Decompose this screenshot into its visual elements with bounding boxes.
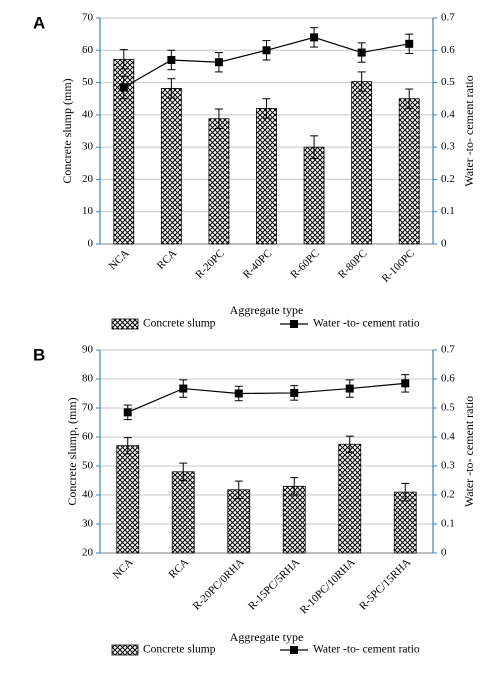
category-label: NCA bbox=[111, 556, 136, 581]
wc-ratio-point bbox=[345, 384, 354, 393]
right-tick-label: 0.2 bbox=[441, 173, 455, 185]
left-tick-label: 20 bbox=[82, 173, 94, 185]
legend: Concrete slump Water -to- cement ratio bbox=[111, 318, 420, 330]
left-tick-label: 50 bbox=[82, 76, 94, 88]
left-tick-label: 70 bbox=[82, 12, 94, 24]
bar-nca bbox=[116, 445, 140, 554]
chart-panel-a: A 0 10 20 30 40 50 60 70 0 0.1 0.2 0.3 0.4 0.5 0.6 0.7 NC… bbox=[33, 12, 476, 330]
category-label: NCA bbox=[107, 247, 132, 272]
y-axis-title: Concrete slump (mm) bbox=[60, 78, 74, 183]
category-label: R-60PC bbox=[288, 247, 322, 281]
left-tick-label: 0 bbox=[88, 238, 94, 250]
wc-ratio-point bbox=[290, 388, 299, 397]
right-tick-label: 0.7 bbox=[441, 344, 455, 356]
category-label: R-80PC bbox=[336, 247, 370, 281]
wc-ratio-line bbox=[127, 382, 406, 413]
category-label: R-20PC/0RHA bbox=[191, 556, 247, 612]
panel-letter: A bbox=[33, 13, 45, 32]
legend-swatch-slump bbox=[111, 318, 139, 330]
right-tick-label: 0.2 bbox=[441, 489, 455, 501]
category-label: R-20PC bbox=[193, 247, 227, 281]
right-tick-label: 0.3 bbox=[441, 460, 455, 472]
right-tick-label: 0 bbox=[441, 547, 447, 559]
y2-axis-title: Water -to- cement ratio bbox=[462, 396, 476, 507]
legend-label-wc-ratio: Water -to- cement ratio bbox=[313, 318, 420, 330]
left-tick-label: 70 bbox=[82, 402, 94, 414]
bar-r-15pc/5rha bbox=[282, 485, 306, 554]
legend-swatch-marker bbox=[290, 646, 298, 654]
right-tick-label: 0.6 bbox=[441, 44, 455, 56]
category-label: R-100PC bbox=[380, 247, 417, 284]
legend-label-slump: Concrete slump bbox=[143, 318, 216, 330]
bar-r-80pc bbox=[351, 81, 373, 245]
right-tick-label: 0.4 bbox=[441, 431, 455, 443]
category-label: R-10PC/10RHA bbox=[298, 556, 358, 616]
panel-letter: B bbox=[33, 345, 45, 364]
left-tick-label: 90 bbox=[82, 344, 94, 356]
bar-r-40pc bbox=[256, 108, 277, 245]
right-tick-label: 0.5 bbox=[441, 76, 455, 88]
category-label: R-5PC/15RHA bbox=[357, 556, 413, 612]
left-tick-label: 50 bbox=[82, 460, 94, 472]
legend-swatch-marker bbox=[290, 320, 298, 328]
left-tick-label: 60 bbox=[82, 431, 94, 443]
x-axis-title: Aggregate type bbox=[230, 303, 304, 317]
wc-ratio-point bbox=[310, 33, 319, 42]
wc-ratio-point bbox=[214, 58, 223, 67]
bar-rca bbox=[160, 87, 182, 245]
right-tick-label: 0 bbox=[441, 238, 447, 250]
wc-ratio-point bbox=[234, 389, 243, 398]
bar-r-10pc/10rha bbox=[338, 443, 362, 554]
right-tick-label: 0.1 bbox=[441, 518, 455, 530]
bar-r-20pc/0rha bbox=[227, 489, 251, 554]
legend-label-slump: Concrete slump bbox=[143, 644, 216, 656]
bar-rca bbox=[171, 471, 195, 554]
right-tick-label: 0.4 bbox=[441, 108, 455, 120]
left-tick-label: 80 bbox=[82, 373, 94, 385]
wc-ratio-point bbox=[357, 48, 366, 57]
left-tick-label: 40 bbox=[82, 489, 94, 501]
left-tick-label: 30 bbox=[82, 518, 94, 530]
right-tick-label: 0.5 bbox=[441, 402, 455, 414]
legend: Concrete slump Water -to- cement ratio bbox=[111, 644, 420, 656]
legend-swatch-slump bbox=[111, 644, 139, 656]
y2-axis-title: Water -to- cement ratio bbox=[462, 75, 476, 186]
category-label: R-40PC bbox=[241, 247, 275, 281]
wc-ratio-point bbox=[123, 408, 132, 417]
right-tick-label: 0.1 bbox=[441, 205, 455, 217]
right-tick-label: 0.6 bbox=[441, 373, 455, 385]
wc-ratio-point bbox=[167, 55, 176, 64]
right-tick-label: 0.3 bbox=[441, 141, 455, 153]
x-axis-title: Aggregate type bbox=[230, 630, 304, 644]
left-tick-label: 20 bbox=[82, 547, 94, 559]
wc-ratio-point bbox=[405, 39, 414, 48]
left-tick-label: 30 bbox=[82, 141, 94, 153]
category-label: RCA bbox=[155, 247, 180, 272]
left-tick-label: 10 bbox=[82, 205, 94, 217]
wc-ratio-point bbox=[119, 83, 128, 92]
bar-r-100pc bbox=[398, 98, 420, 245]
plot-area bbox=[99, 349, 434, 554]
legend-label-wc-ratio: Water -to- cement ratio bbox=[313, 644, 420, 656]
category-label: R-15PC/5RHA bbox=[246, 556, 302, 612]
bar-r-20pc bbox=[208, 118, 230, 245]
bar-r-60pc bbox=[303, 146, 325, 245]
wc-ratio-point bbox=[401, 379, 410, 388]
left-tick-label: 60 bbox=[82, 44, 94, 56]
category-label: RCA bbox=[167, 556, 192, 581]
wc-ratio-point bbox=[262, 46, 271, 55]
y-axis-title: Concrete slump, (mm) bbox=[65, 397, 79, 505]
left-tick-label: 40 bbox=[82, 108, 94, 120]
wc-ratio-point bbox=[179, 384, 188, 393]
right-tick-label: 0.7 bbox=[441, 12, 455, 24]
chart-panel-b: B 20 30 40 50 60 70 80 90 0 0.1 0.2 0.3 0.4 0.5 0.6 0.7 N… bbox=[33, 344, 476, 656]
